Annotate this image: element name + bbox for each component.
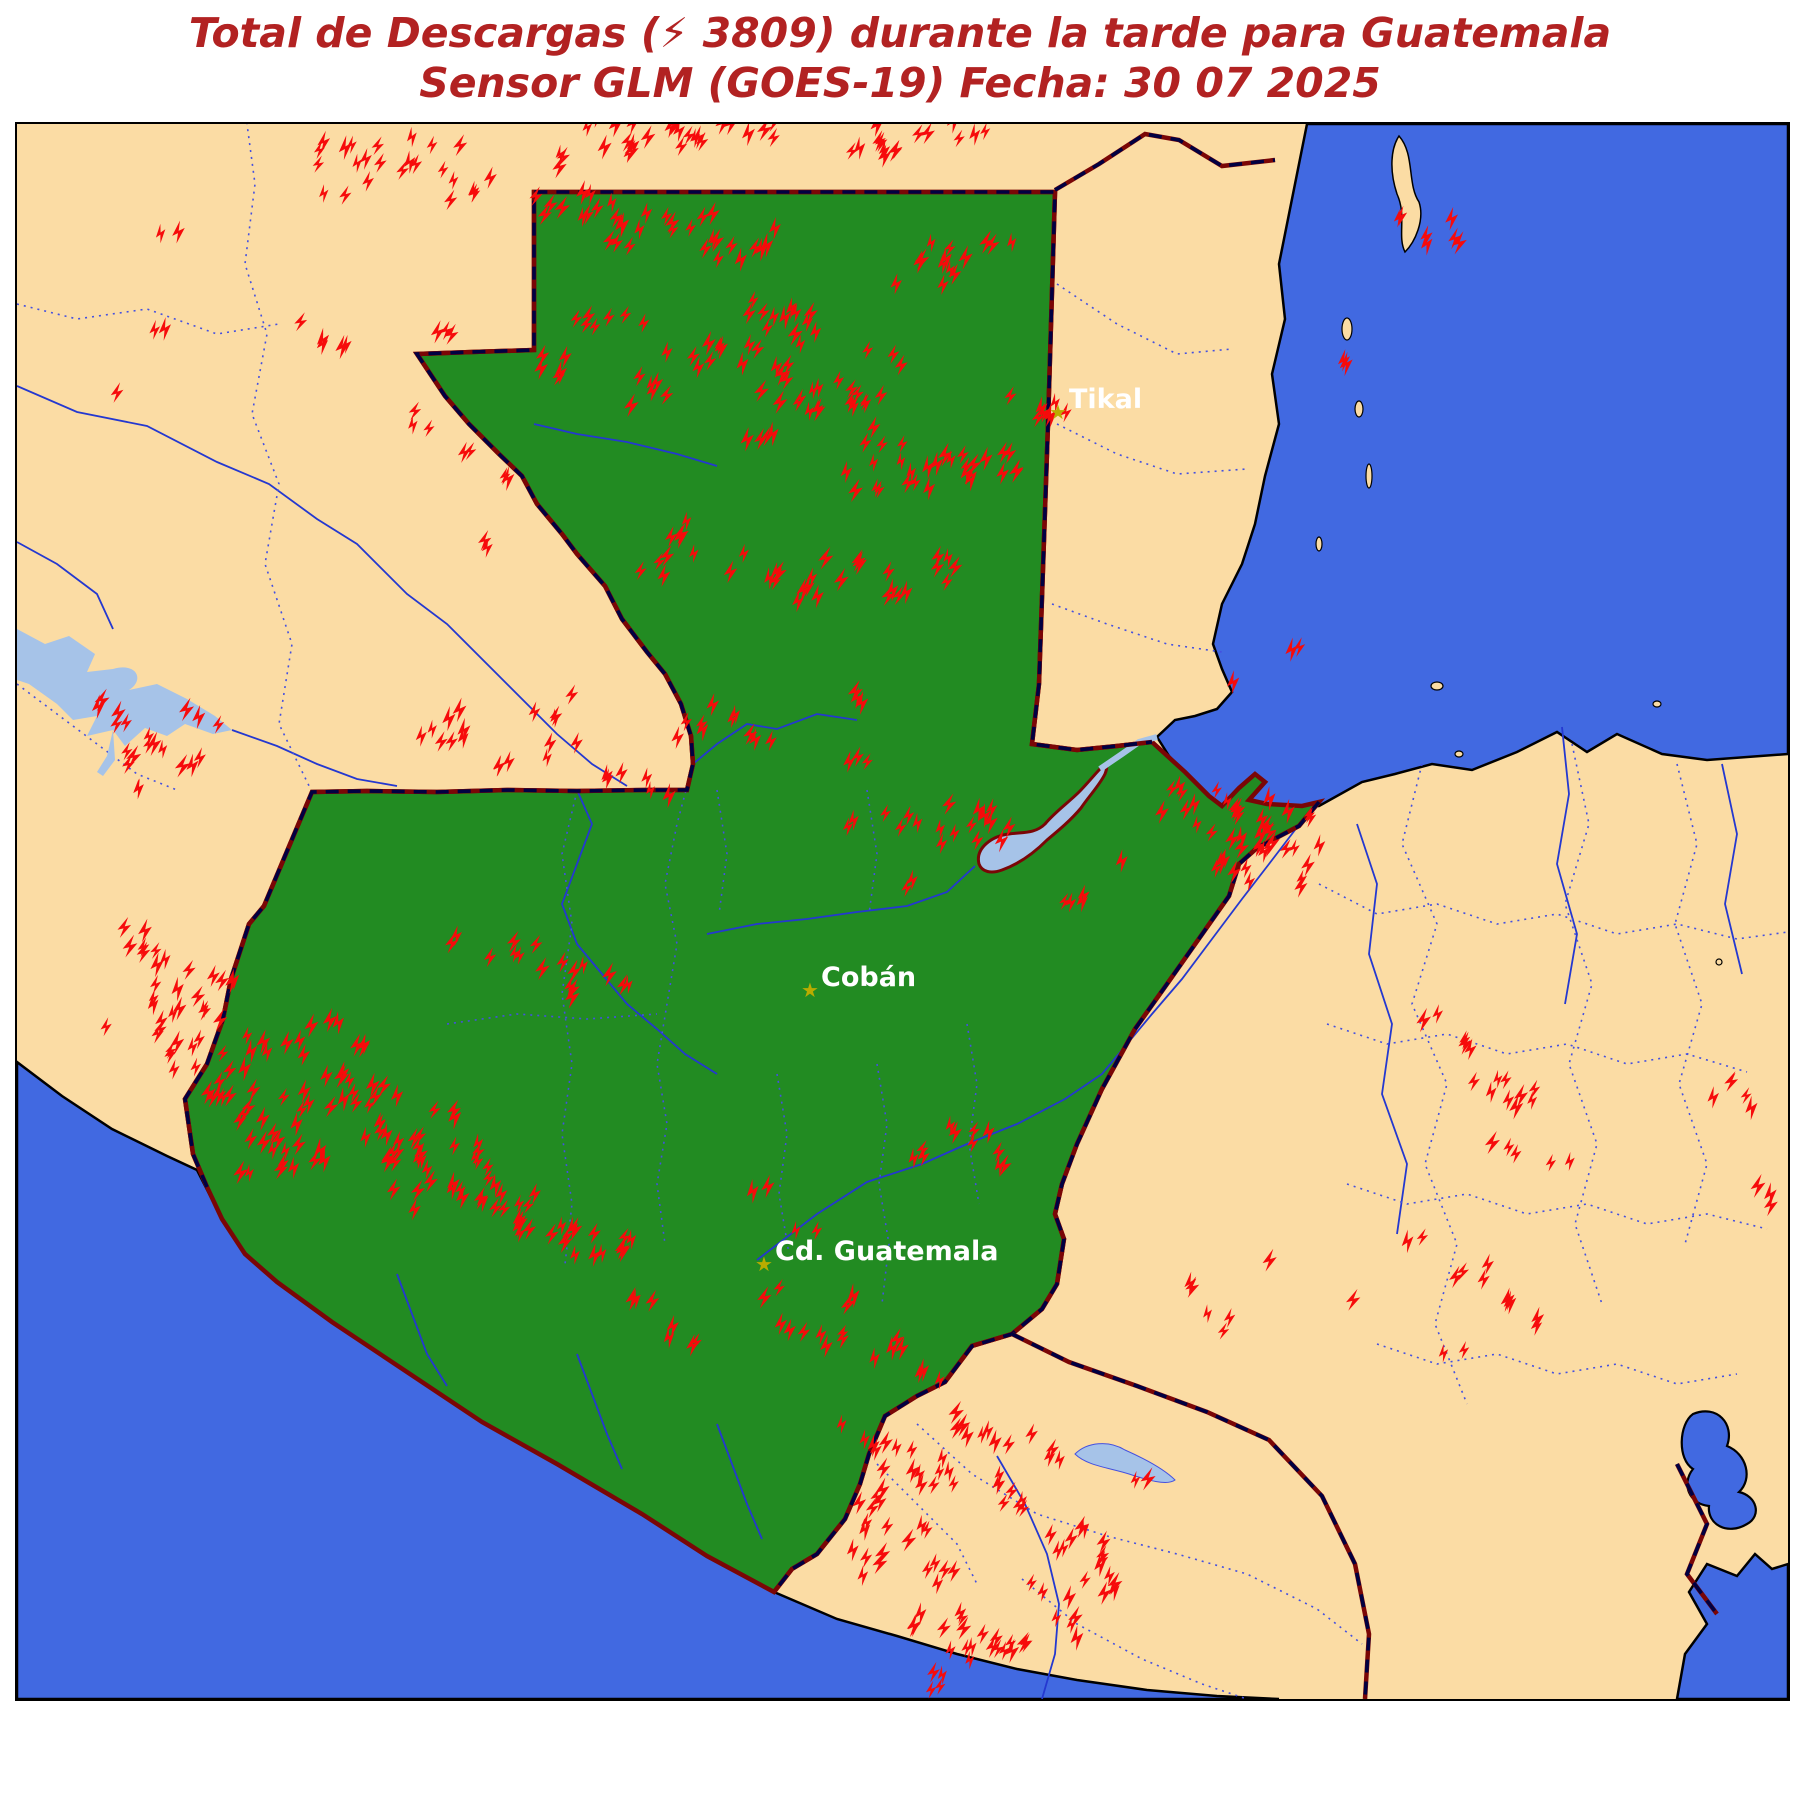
city-star-icon: ★ bbox=[801, 978, 819, 1002]
map-canvas: ★ Tikal ★ Cobán ★ Cd. Guatemala bbox=[15, 122, 1790, 1701]
caye-island bbox=[1365, 463, 1373, 489]
river-line bbox=[396, 1273, 448, 1387]
river-line bbox=[561, 789, 718, 1075]
city-star-icon: ★ bbox=[1049, 400, 1067, 424]
caye-island bbox=[1341, 317, 1353, 341]
caye-island bbox=[1430, 681, 1444, 691]
department-boundary bbox=[1051, 603, 1223, 653]
department-boundary bbox=[1021, 1578, 1248, 1699]
coastal-lagoon bbox=[1680, 1410, 1757, 1530]
river-line bbox=[533, 423, 718, 467]
department-boundary bbox=[866, 789, 878, 915]
country-border-dashed bbox=[772, 800, 1321, 1594]
map-svg: ★ Tikal★ Cobán★ Cd. Guatemala bbox=[17, 124, 1788, 1699]
department-boundary bbox=[876, 1463, 978, 1585]
city-label: Tikal bbox=[1069, 384, 1142, 415]
country-border-dashed bbox=[1675, 1463, 1719, 1616]
mexico-reservoir-arm bbox=[97, 730, 115, 776]
river-line bbox=[1556, 726, 1578, 1005]
map-title: Total de Descargas (⚡ 3809) durante la t… bbox=[0, 8, 1800, 108]
mexico-reservoir-lake bbox=[17, 629, 232, 746]
caye-island bbox=[1391, 134, 1422, 254]
department-boundary bbox=[716, 789, 728, 915]
caye-island bbox=[1454, 750, 1464, 758]
title-line-1: Total de Descargas (⚡ 3809) durante la t… bbox=[188, 9, 1612, 57]
city-label: Cobán bbox=[821, 962, 916, 993]
caye-island bbox=[1715, 958, 1723, 966]
department-boundary bbox=[1318, 883, 1788, 940]
department-boundary bbox=[656, 763, 694, 1245]
title-line-2: Sensor GLM (GOES-19) Fecha: 30 07 2025 bbox=[419, 59, 1381, 108]
city-label: Cd. Guatemala bbox=[775, 1236, 998, 1267]
rio-dulce bbox=[1098, 734, 1158, 772]
department-boundary bbox=[561, 790, 578, 1265]
river-line bbox=[17, 385, 628, 787]
city-star-icon: ★ bbox=[755, 1252, 773, 1276]
river-line bbox=[756, 829, 1296, 1261]
caribbean-sea bbox=[1155, 124, 1788, 812]
river-line bbox=[706, 865, 976, 935]
department-boundary bbox=[1056, 283, 1233, 355]
river-line bbox=[996, 1455, 1060, 1699]
country-border-underlay bbox=[1011, 1331, 1372, 1699]
river-line bbox=[692, 713, 858, 765]
country-border-dashed bbox=[1054, 132, 1276, 192]
river-line bbox=[1721, 763, 1743, 975]
river-line bbox=[716, 1423, 763, 1540]
river-line bbox=[231, 729, 398, 787]
country-border-dashed bbox=[183, 190, 1153, 1188]
department-boundary bbox=[1346, 1183, 1768, 1230]
river-line bbox=[576, 1353, 623, 1470]
department-boundary bbox=[966, 1023, 980, 1205]
river-line bbox=[1356, 823, 1408, 1235]
department-boundary bbox=[17, 683, 178, 791]
department-boundary bbox=[1056, 423, 1248, 475]
department-boundary bbox=[916, 1423, 1363, 1645]
caye-island bbox=[1354, 400, 1364, 418]
caye-island bbox=[1315, 536, 1323, 552]
department-boundary bbox=[446, 1013, 658, 1025]
department-boundary bbox=[776, 1073, 790, 1255]
river-line bbox=[17, 541, 114, 630]
department-boundary bbox=[1326, 1023, 1748, 1073]
caye-island bbox=[1652, 700, 1662, 708]
gulf-of-fonseca bbox=[1675, 1552, 1788, 1699]
department-boundary bbox=[1376, 1343, 1738, 1385]
